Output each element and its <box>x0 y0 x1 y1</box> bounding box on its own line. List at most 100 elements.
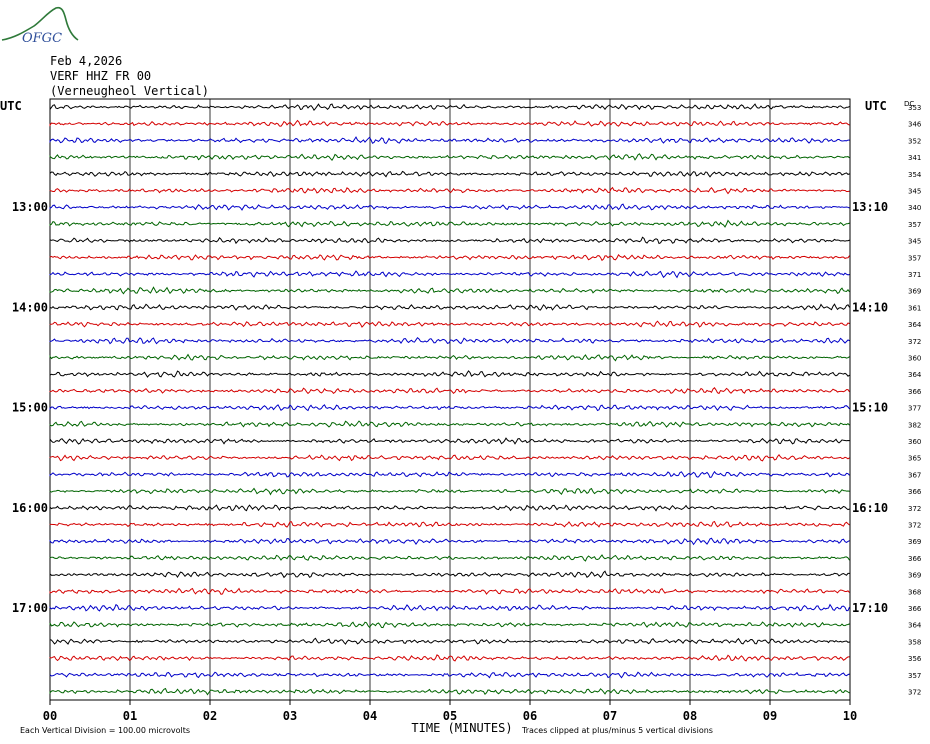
seismic-trace <box>49 387 850 395</box>
x-tick-label: 06 <box>523 709 537 723</box>
dc-offset-label: 367 <box>908 471 921 479</box>
dc-offset-label: 369 <box>908 288 921 296</box>
dc-offset-label: 341 <box>908 154 921 162</box>
dc-offset-label: 357 <box>908 672 921 680</box>
labels: 00 01 02 03 04 05 06 07 08 09 10 UTC UTC DC TIME (MINU… <box>0 99 922 735</box>
seismic-trace <box>49 570 850 579</box>
seismic-trace <box>49 687 850 696</box>
dc-offset-label: 364 <box>908 321 922 329</box>
dc-offset-label: 353 <box>908 104 921 112</box>
seismic-trace <box>49 453 850 462</box>
dc-offset-label: 372 <box>908 522 921 530</box>
seismic-trace <box>49 654 850 662</box>
seismic-trace <box>49 437 850 445</box>
dc-offset-label: 366 <box>908 605 922 613</box>
seismic-trace <box>49 520 850 528</box>
dc-offset-label: 356 <box>908 655 922 663</box>
seismic-trace <box>49 370 850 378</box>
dc-offset-label: 357 <box>908 254 921 262</box>
grid <box>49 98 851 705</box>
dc-offset-label: 366 <box>908 388 922 396</box>
seismic-trace <box>49 336 850 345</box>
right-axis-label: UTC <box>865 99 887 113</box>
header-channel: VERF HHZ FR 00 <box>50 69 152 83</box>
dc-offset-label: 345 <box>908 238 921 246</box>
right-time-label: 13:10 <box>852 200 888 214</box>
dc-offset-label: 358 <box>908 638 921 646</box>
dc-label: DC <box>904 100 914 108</box>
dc-offset-label: 368 <box>908 588 921 596</box>
seismic-trace <box>49 420 850 428</box>
seismic-trace <box>49 303 850 311</box>
x-tick-label: 07 <box>603 709 617 723</box>
seismic-trace <box>49 236 850 245</box>
right-time-label: 17:10 <box>852 601 888 615</box>
seismic-trace <box>49 153 850 162</box>
dc-offset-label: 364 <box>908 371 922 379</box>
seismic-trace <box>49 637 850 645</box>
dc-offset-label: 366 <box>908 555 922 563</box>
seismic-trace <box>49 136 850 145</box>
seismic-trace <box>49 470 850 478</box>
dc-offset-label: 377 <box>908 405 921 413</box>
seismic-trace <box>49 270 850 279</box>
dc-offset-label: 360 <box>908 438 921 446</box>
volcano-logo-icon <box>1 6 79 41</box>
seismic-trace <box>49 404 850 412</box>
seismic-trace <box>49 320 850 328</box>
dc-offset-label: 372 <box>908 689 921 697</box>
x-tick-label: 10 <box>843 709 857 723</box>
right-time-label: 16:10 <box>852 501 888 515</box>
seismic-trace <box>49 103 850 111</box>
traces <box>49 103 850 696</box>
dc-offset-label: 361 <box>908 304 921 312</box>
dc-offset-label: 340 <box>908 204 921 212</box>
left-axis-label: UTC <box>0 99 22 113</box>
seismic-trace <box>49 671 850 679</box>
ofgc-logo: OFGC <box>1 6 79 46</box>
seismic-trace <box>49 119 850 127</box>
x-tick-label: 09 <box>763 709 777 723</box>
x-tick-label: 03 <box>283 709 297 723</box>
dc-offset-label: 352 <box>908 137 921 145</box>
dc-offset-label: 360 <box>908 355 921 363</box>
seismic-trace <box>49 537 850 546</box>
seismic-trace <box>49 487 850 496</box>
logo-text: OFGC <box>22 31 62 46</box>
dc-offset-label: 372 <box>908 505 921 513</box>
seismic-trace <box>49 587 850 595</box>
seismic-trace <box>49 170 850 178</box>
seismic-trace <box>49 286 850 295</box>
dc-offset-label: 372 <box>908 338 921 346</box>
left-time-label: 17:00 <box>12 601 48 615</box>
x-tick-label: 04 <box>363 709 377 723</box>
dc-offset-label: 364 <box>908 622 922 630</box>
seismic-trace <box>49 186 850 195</box>
dc-offset-label: 371 <box>908 271 921 279</box>
seismic-trace <box>49 603 850 612</box>
left-time-label: 15:00 <box>12 401 48 415</box>
x-tick-label: 02 <box>203 709 217 723</box>
left-time-label: 14:00 <box>12 300 48 314</box>
dc-offset-label: 354 <box>908 171 922 179</box>
dc-offset-label: 369 <box>908 538 921 546</box>
dc-offset-label: 366 <box>908 488 922 496</box>
x-axis-label: TIME (MINUTES) <box>411 721 512 735</box>
footnote-left: Each Vertical Division = 100.00 microvol… <box>20 726 190 735</box>
left-time-label: 16:00 <box>12 501 48 515</box>
x-tick-label: 05 <box>443 709 457 723</box>
dc-offset-label: 357 <box>908 221 921 229</box>
header-date: Feb 4,2026 <box>50 54 123 68</box>
x-tick-label: 08 <box>683 709 697 723</box>
header-station: (Verneugheol Vertical) <box>50 84 209 98</box>
seismic-trace <box>49 353 850 362</box>
seismic-trace <box>49 203 850 211</box>
seismic-trace <box>49 219 850 228</box>
seismic-trace <box>49 621 850 629</box>
dc-offset-label: 365 <box>908 455 921 463</box>
dc-offset-label: 382 <box>908 421 921 429</box>
dc-offset-label: 345 <box>908 188 921 196</box>
footnote-right: Traces clipped at plus/minus 5 vertical … <box>521 726 713 735</box>
x-tick-label: 00 <box>43 709 57 723</box>
